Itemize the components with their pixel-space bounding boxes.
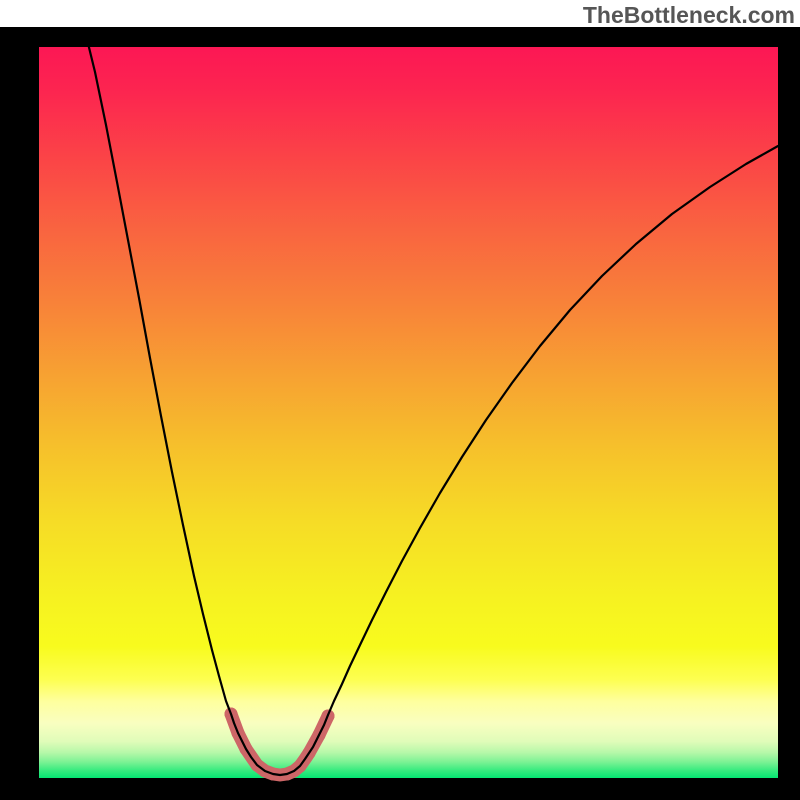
watermark-text: TheBottleneck.com	[583, 2, 795, 29]
chart-stage: TheBottleneck.com	[0, 0, 800, 800]
curve-overlay	[0, 0, 800, 800]
bottleneck-curve	[84, 27, 778, 775]
